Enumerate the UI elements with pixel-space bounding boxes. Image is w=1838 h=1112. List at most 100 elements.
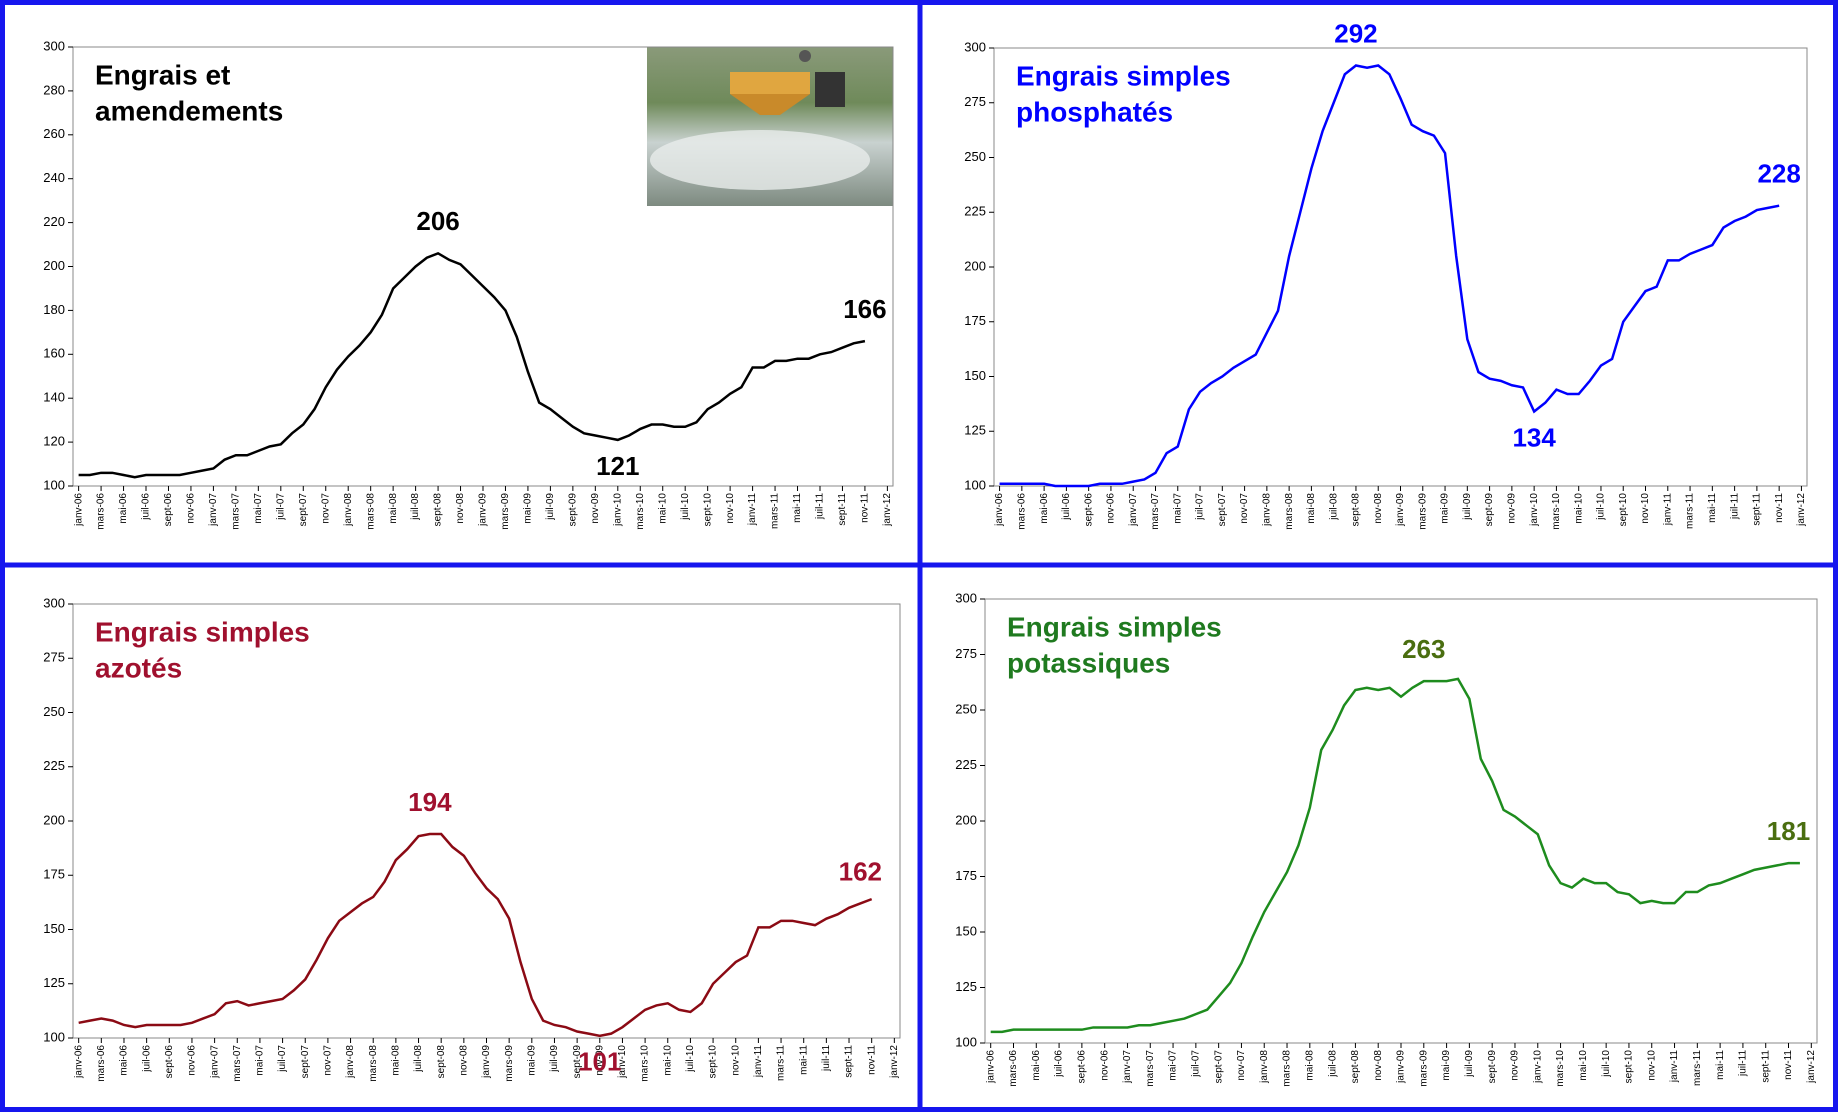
- x-tick-label: janv-10: [1532, 1050, 1543, 1084]
- x-tick-label: nov-07: [320, 493, 331, 524]
- y-tick-label: 200: [955, 812, 977, 827]
- x-tick-label: sept-11: [1760, 1050, 1771, 1083]
- value-label: 206: [416, 206, 459, 236]
- x-tick-label: nov-10: [725, 493, 736, 524]
- x-tick-label: juil-07: [277, 1045, 288, 1073]
- series-line: [990, 677, 1800, 1034]
- value-label: 134: [1512, 422, 1556, 452]
- x-tick-label: sept-06: [163, 493, 174, 527]
- series-line: [78, 832, 873, 1038]
- x-tick-label: mars-09: [500, 493, 511, 530]
- x-tick-label: janv-09: [481, 1045, 492, 1079]
- y-tick-label: 250: [964, 149, 986, 164]
- y-tick-label: 275: [43, 650, 65, 665]
- x-tick-label: juil-11: [1738, 1050, 1749, 1077]
- x-tick-label: juil-07: [1190, 1050, 1201, 1078]
- y-tick-label: 150: [43, 921, 65, 936]
- x-tick-label: juil-06: [141, 1045, 152, 1073]
- y-tick-label: 300: [955, 590, 977, 605]
- x-tick-label: janv-07: [1122, 1050, 1133, 1084]
- x-tick-label: mai-06: [118, 493, 129, 524]
- x-tick-label: mars-07: [232, 1045, 243, 1082]
- y-tick-label: 225: [955, 757, 977, 772]
- x-tick-label: sept-09: [1487, 1050, 1498, 1084]
- x-tick-label: nov-07: [1239, 493, 1250, 524]
- y-tick-label: 150: [955, 923, 977, 938]
- x-tick-label: mai-06: [1039, 493, 1050, 524]
- value-label: 166: [843, 294, 886, 324]
- x-tick-label: juil-10: [1601, 1050, 1612, 1078]
- x-tick-label: juil-08: [1328, 493, 1339, 521]
- x-tick-label: juil-11: [815, 493, 826, 520]
- x-tick-label: janv-06: [985, 1050, 996, 1084]
- x-tick-label: juil-08: [410, 493, 421, 521]
- y-tick-label: 120: [43, 434, 65, 449]
- y-tick-label: 200: [43, 258, 65, 273]
- x-tick-label: nov-10: [730, 1045, 741, 1076]
- x-tick-label: mai-10: [657, 493, 668, 524]
- x-tick-label: mai-11: [1707, 493, 1718, 523]
- x-tick-label: sept-08: [1351, 493, 1362, 527]
- x-tick-label: janv-10: [1529, 493, 1540, 527]
- x-tick-label: nov-09: [590, 493, 601, 524]
- x-tick-label: nov-11: [860, 493, 871, 523]
- x-tick-label: mai-10: [662, 1045, 673, 1076]
- chart-title: potassiques: [1007, 647, 1170, 678]
- x-tick-label: janv-08: [343, 493, 354, 527]
- x-tick-label: sept-07: [1217, 493, 1228, 527]
- x-tick-label: juil-08: [413, 1045, 424, 1073]
- x-tick-label: nov-09: [594, 1045, 605, 1076]
- x-tick-label: janv-09: [1396, 1050, 1407, 1084]
- y-tick-label: 100: [964, 477, 986, 492]
- x-tick-label: sept-11: [837, 493, 848, 526]
- y-tick-label: 300: [43, 595, 65, 610]
- x-tick-label: sept-08: [436, 1045, 447, 1079]
- x-tick-label: janv-12: [889, 1045, 900, 1079]
- x-tick-label: janv-07: [1128, 493, 1139, 527]
- x-tick-label: janv-12: [1796, 493, 1807, 527]
- x-tick-label: mai-07: [1172, 493, 1183, 524]
- x-tick-label: nov-09: [1510, 1050, 1521, 1081]
- y-tick-label: 280: [43, 82, 65, 97]
- x-tick-label: sept-10: [708, 1045, 719, 1079]
- x-tick-label: sept-07: [300, 1045, 311, 1079]
- x-tick-label: mars-08: [365, 493, 376, 530]
- x-tick-label: mars-11: [1692, 1050, 1703, 1086]
- series-line: [78, 251, 866, 479]
- y-tick-label: 125: [964, 423, 986, 438]
- x-tick-label: mars-08: [1282, 1050, 1293, 1087]
- x-tick-label: juil-11: [1729, 493, 1740, 520]
- y-tick-label: 300: [964, 39, 986, 54]
- x-tick-label: janv-09: [478, 493, 489, 527]
- y-tick-label: 225: [964, 204, 986, 219]
- y-tick-label: 125: [43, 975, 65, 990]
- x-tick-label: janv-06: [73, 1045, 84, 1079]
- x-tick-label: mars-10: [635, 493, 646, 530]
- x-tick-label: janv-12: [1806, 1050, 1817, 1084]
- y-tick-label: 275: [955, 646, 977, 661]
- x-tick-label: mars-10: [1555, 1050, 1566, 1087]
- y-tick-label: 240: [43, 170, 65, 185]
- y-tick-label: 175: [955, 868, 977, 883]
- x-tick-label: mars-06: [96, 1045, 107, 1082]
- x-tick-label: nov-06: [187, 1045, 198, 1076]
- photo: [647, 47, 893, 206]
- value-label: 101: [578, 1047, 621, 1077]
- x-tick-label: sept-10: [1618, 493, 1629, 527]
- x-tick-label: nov-10: [1646, 1050, 1657, 1081]
- x-tick-label: juil-07: [275, 493, 286, 521]
- x-tick-label: juil-06: [1061, 493, 1072, 521]
- x-tick-label: nov-06: [1106, 493, 1117, 524]
- x-tick-label: juil-09: [545, 493, 556, 521]
- chart-title: Engrais et: [95, 59, 230, 90]
- y-tick-label: 100: [43, 477, 65, 492]
- x-tick-label: mai-09: [523, 493, 534, 524]
- y-tick-label: 250: [43, 704, 65, 719]
- x-tick-label: mars-09: [504, 1045, 515, 1082]
- x-tick-label: sept-09: [572, 1045, 583, 1079]
- x-tick-label: mars-09: [1418, 1050, 1429, 1087]
- x-tick-label: juil-09: [1462, 493, 1473, 521]
- x-tick-label: juil-08: [1327, 1050, 1338, 1078]
